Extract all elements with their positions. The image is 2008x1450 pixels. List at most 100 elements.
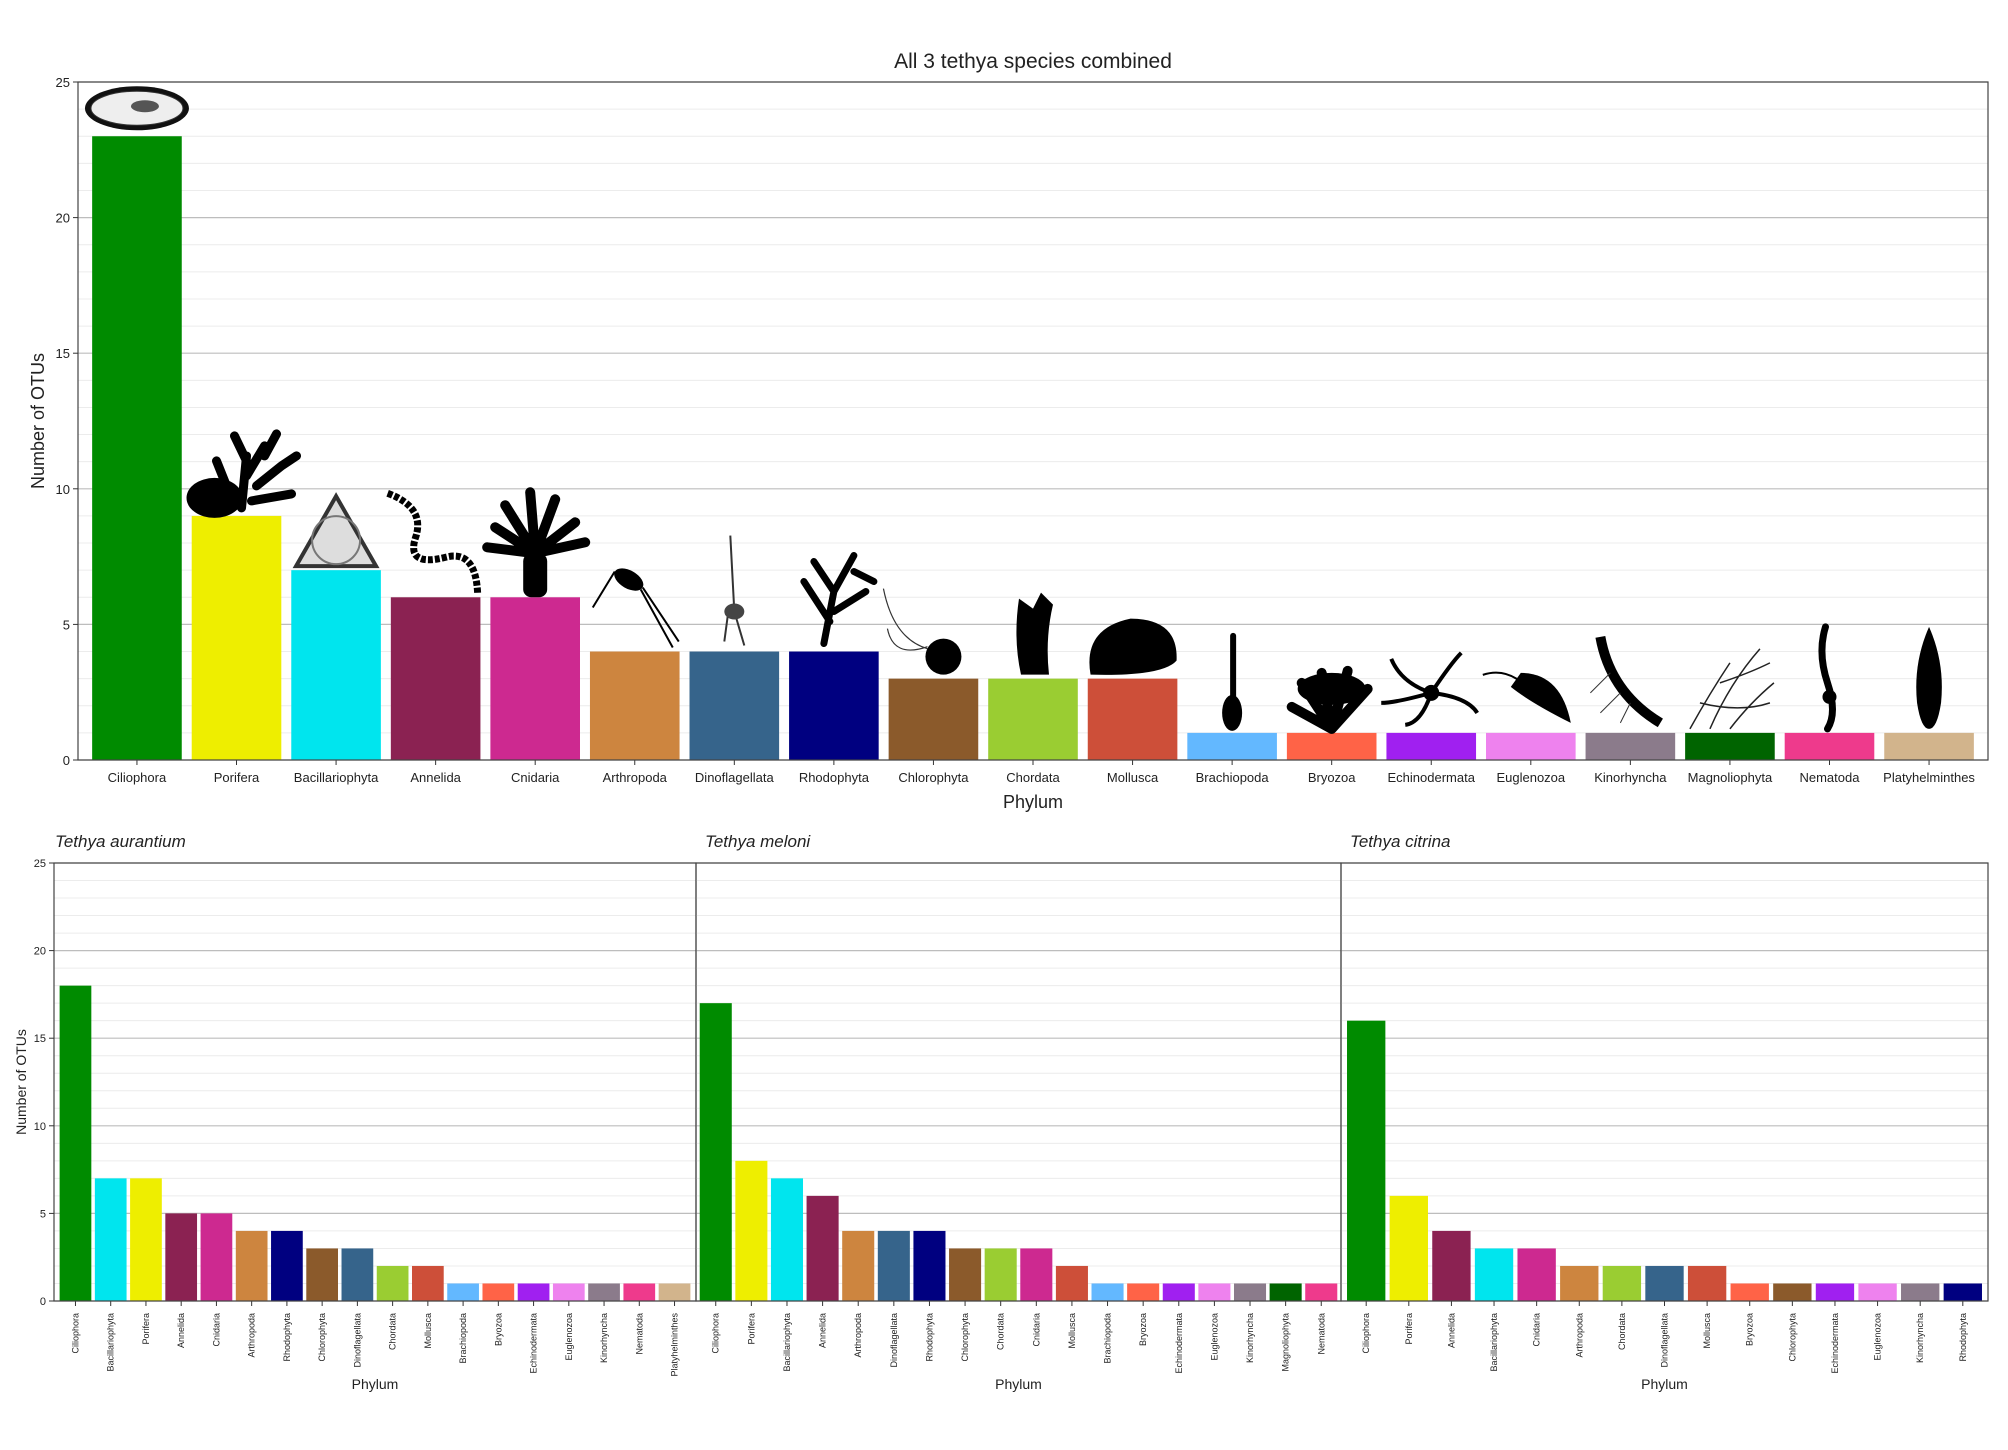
x-tick-label-ciliophora: Ciliophora: [711, 1313, 721, 1354]
x-axis-title: Phylum: [1003, 792, 1063, 812]
x-tick-label-bryozoa: Bryozoa: [1138, 1313, 1148, 1346]
platyhelminthes-silhouette-icon: [1916, 626, 1942, 729]
bar-chlorophyta: [1773, 1283, 1812, 1301]
x-tick-label-brachiopoda: Brachiopoda: [458, 1313, 468, 1364]
x-tick-label-mollusca: Mollusca: [423, 1313, 433, 1349]
bar-ciliophora: [92, 136, 182, 761]
bar-arthropoda: [1560, 1265, 1599, 1301]
bar-echinodermata: [1386, 732, 1477, 760]
x-tick-label-euglenozoa: Euglenozoa: [1496, 770, 1565, 785]
x-tick-label-bryozoa: Bryozoa: [1745, 1313, 1755, 1346]
x-tick-label-kinorhyncha: Kinorhyncha: [1594, 770, 1667, 785]
bar-chlorophyta: [949, 1248, 982, 1301]
bar-annelida: [390, 597, 481, 760]
bar-bryozoa: [1730, 1283, 1769, 1301]
y-tick-label: 5: [63, 617, 70, 632]
bar-porifera: [130, 1178, 162, 1301]
bar-mollusca: [412, 1265, 444, 1301]
bar-porifera: [1389, 1195, 1428, 1301]
rhodophyta-silhouette-icon: [800, 552, 878, 648]
x-tick-label-ciliophora: Ciliophora: [108, 770, 167, 785]
bar-platyhelminthes: [658, 1283, 691, 1301]
bar-brachiopoda: [447, 1283, 479, 1301]
x-tick-label-rhodophyta: Rhodophyta: [799, 770, 870, 785]
chart-combined: Ciliophora Porifera Bacillariophyta Annelid…: [28, 50, 1989, 812]
x-tick-label-dinoflagellata: Dinoflagellata: [695, 770, 775, 785]
x-tick-label-chordata: Chordata: [1617, 1313, 1627, 1350]
x-tick-label-cnidaria: Cnidaria: [211, 1313, 221, 1347]
bar-dinoflagellata: [877, 1230, 910, 1301]
bar-magnoliophyta: [1269, 1283, 1302, 1301]
x-tick-label-annelida: Annelida: [818, 1313, 828, 1348]
x-tick-label-euglenozoa: Euglenozoa: [1209, 1313, 1219, 1361]
x-tick-label-kinorhyncha: Kinorhyncha: [599, 1313, 609, 1363]
y-tick-label: 0: [63, 753, 70, 768]
x-tick-label-bacillariophyta: Bacillariophyta: [294, 770, 379, 785]
x-axis-title: Phylum: [352, 1376, 399, 1392]
chart-title: Tethya aurantium: [55, 832, 186, 851]
bar-annelida: [806, 1195, 839, 1301]
y-tick-label: 15: [34, 1033, 46, 1045]
y-tick-label: 25: [34, 858, 46, 870]
bar-bryozoa: [1286, 732, 1377, 760]
x-tick-label-chordata: Chordata: [996, 1313, 1006, 1350]
x-tick-label-chordata: Chordata: [388, 1313, 398, 1350]
bar-chordata: [1602, 1265, 1642, 1301]
bar-magnoliophyta: [1685, 732, 1775, 760]
y-tick-label: 15: [56, 346, 70, 361]
bar-dinoflagellata: [689, 651, 780, 760]
x-tick-label-cnidaria: Cnidaria: [1532, 1313, 1542, 1347]
bar-ciliophora: [59, 985, 92, 1301]
chart-title: Tethya meloni: [705, 832, 811, 851]
x-tick-label-magnoliophyta: Magnoliophyta: [1281, 1313, 1291, 1372]
x-tick-label-annelida: Annelida: [176, 1313, 186, 1348]
chlorophyta-silhouette-icon: [882, 588, 962, 675]
bar-euglenozoa: [1486, 732, 1576, 760]
bar-porifera: [735, 1160, 768, 1301]
bar-kinorhyncha: [1585, 732, 1676, 760]
x-tick-label-rhodophyta: Rhodophyta: [282, 1313, 292, 1362]
x-tick-label-platyhelminthes: Platyhelminthes: [670, 1313, 680, 1377]
bar-arthropoda: [235, 1230, 268, 1301]
chart-title: All 3 tethya species combined: [894, 50, 1172, 73]
x-tick-label-dinoflagellata: Dinoflagellata: [352, 1313, 362, 1368]
x-tick-label-chlorophyta: Chlorophyta: [317, 1313, 327, 1362]
x-tick-label-cnidaria: Cnidaria: [511, 770, 560, 785]
x-tick-label-rhodophyta: Rhodophyta: [924, 1313, 934, 1362]
bar-arthropoda: [842, 1230, 875, 1301]
y-tick-label: 10: [56, 482, 70, 497]
x-tick-label-brachiopoda: Brachiopoda: [1196, 770, 1270, 785]
bar-mollusca: [1087, 678, 1178, 760]
bar-cnidaria: [200, 1213, 233, 1301]
x-tick-label-ciliophora: Ciliophora: [1361, 1313, 1371, 1354]
bar-rhodophyta: [1943, 1283, 1982, 1301]
y-axis-title: Number of OTUs: [13, 1029, 29, 1135]
brachiopoda-silhouette-icon: [1222, 632, 1243, 731]
bar-chlorophyta: [306, 1248, 338, 1301]
bar-porifera: [191, 515, 282, 760]
bar-nematoda: [1784, 732, 1875, 760]
x-tick-label-echinodermata: Echinodermata: [1174, 1313, 1184, 1374]
x-tick-label-cnidaria: Cnidaria: [1031, 1313, 1041, 1347]
x-tick-label-bacillariophyta: Bacillariophyta: [106, 1313, 116, 1372]
bar-cnidaria: [490, 597, 580, 760]
x-tick-label-rhodophyta: Rhodophyta: [1958, 1313, 1968, 1362]
x-tick-label-platyhelminthes: Platyhelminthes: [1883, 770, 1975, 785]
panel-border: [1340, 862, 1989, 1302]
x-tick-label-kinorhyncha: Kinorhyncha: [1245, 1313, 1255, 1363]
bryozoa-silhouette-icon: [1286, 665, 1373, 734]
y-tick-label: 25: [56, 75, 70, 90]
bar-dinoflagellata: [1645, 1265, 1684, 1301]
mollusca-silhouette-icon: [1089, 618, 1177, 675]
bar-kinorhyncha: [1233, 1283, 1267, 1301]
bar-bacillariophyta: [770, 1178, 804, 1301]
x-tick-label-euglenozoa: Euglenozoa: [1873, 1313, 1883, 1361]
chordata-silhouette-icon: [1016, 592, 1053, 675]
x-tick-label-dinoflagellata: Dinoflagellata: [889, 1313, 899, 1368]
chart-citrina: Ciliophora Porifera Annelida Bacillariophyt…: [1340, 832, 1989, 1392]
x-tick-label-mollusca: Mollusca: [1067, 1313, 1077, 1349]
x-tick-label-nematoda: Nematoda: [1316, 1313, 1326, 1355]
bar-ciliophora: [699, 1003, 732, 1301]
bar-kinorhyncha: [588, 1283, 620, 1301]
